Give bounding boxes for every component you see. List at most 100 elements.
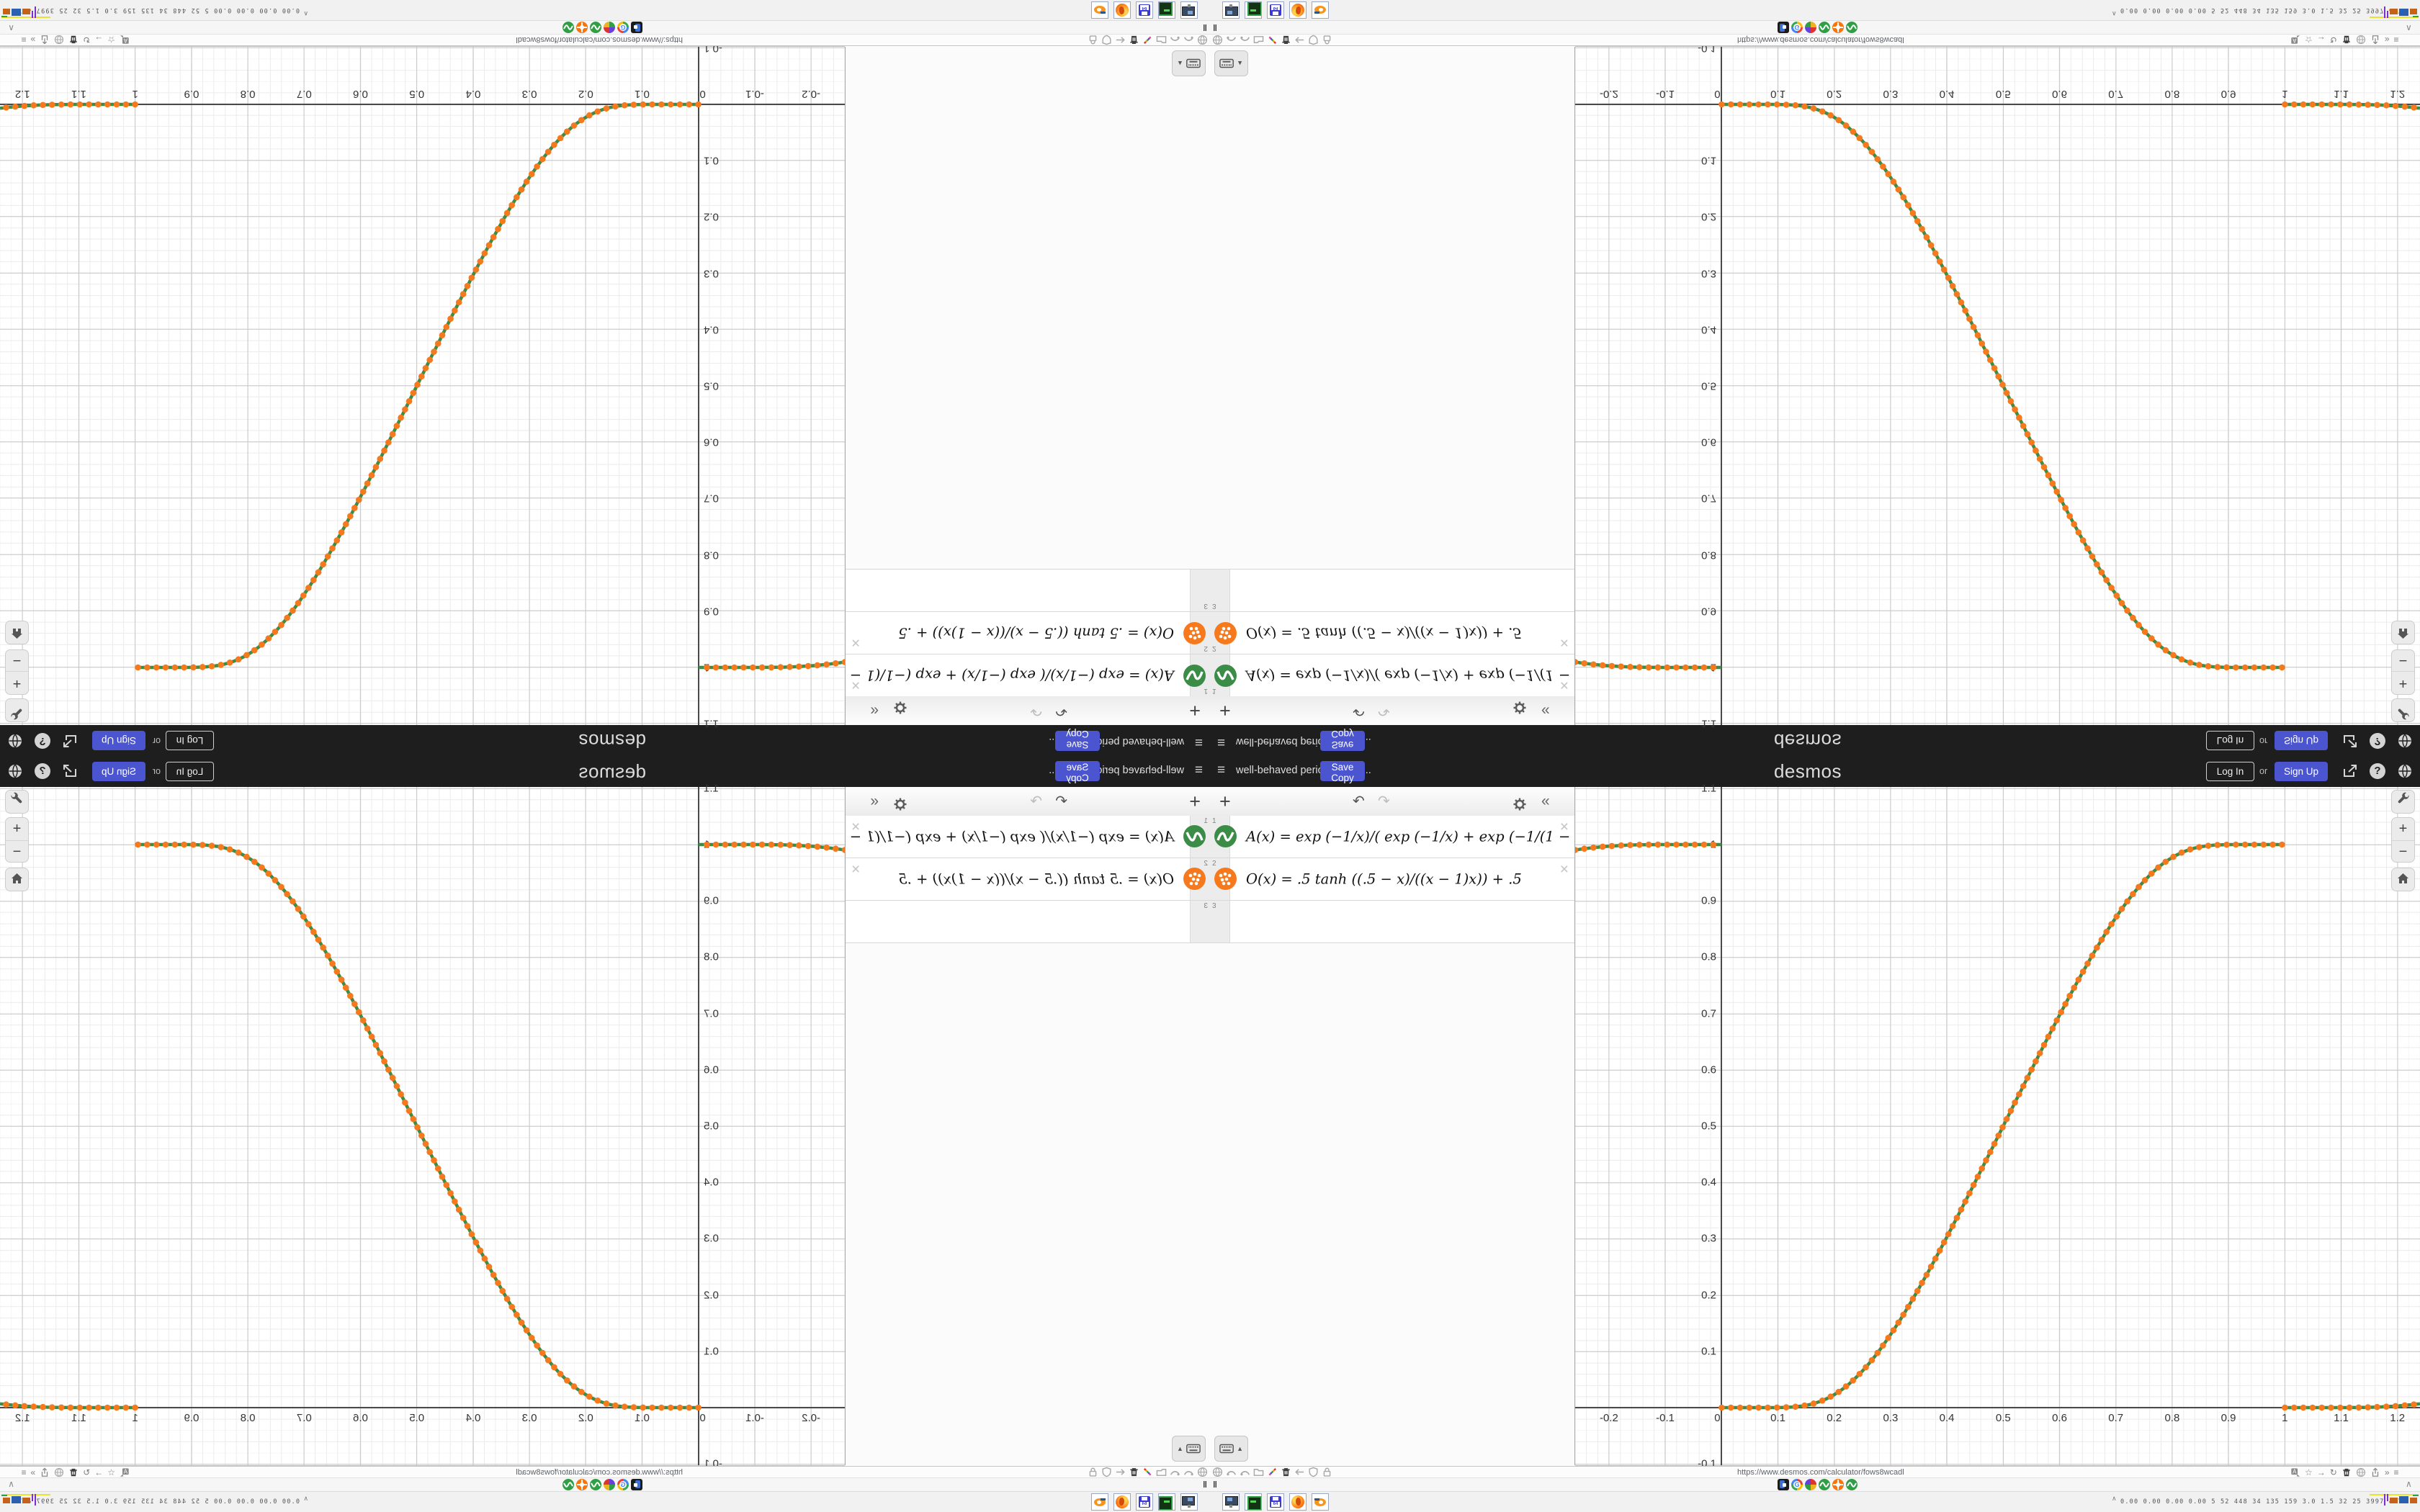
menu-icon[interactable]: ≡ <box>21 35 27 45</box>
sysmon-caret-icon[interactable]: ∧ <box>303 10 308 17</box>
lock-icon[interactable] <box>1322 35 1332 45</box>
menu-icon[interactable]: ≡ <box>21 1467 27 1477</box>
zoom-in-button[interactable]: + <box>2392 818 2414 841</box>
delete-expression-icon[interactable]: × <box>1559 634 1569 651</box>
reload-icon[interactable]: ↻ <box>83 35 91 45</box>
favicon-desmos-green[interactable] <box>1846 1479 1857 1490</box>
edit-list-gear-icon[interactable] <box>1512 794 1527 811</box>
language-globe-icon[interactable] <box>2397 733 2413 749</box>
zoom-out-button[interactable]: − <box>12 844 22 860</box>
folder-icon[interactable] <box>1156 35 1167 45</box>
share-icon[interactable] <box>62 763 78 779</box>
chevrons-right-icon[interactable]: » <box>30 1467 36 1477</box>
favicon-dark-g[interactable] <box>1778 22 1789 33</box>
favicon-gear-orange[interactable] <box>1832 22 1844 33</box>
pause-icon[interactable]: ‖ <box>1213 1480 1217 1490</box>
language-globe-icon[interactable] <box>7 763 23 779</box>
graph-paper[interactable]: -0.2 -0.1 0 0.1 0.2 0.3 0.4 0.5 0.6 0.7 0.8 0.9 1 1.1… <box>0 42 845 730</box>
globe-icon[interactable] <box>1212 35 1223 45</box>
edit-list-gear-icon[interactable] <box>893 701 908 718</box>
help-icon[interactable]: ? <box>2370 733 2385 749</box>
log-in-button[interactable]: Log In <box>166 731 214 750</box>
chevrons-right-icon[interactable]: » <box>2384 1467 2390 1477</box>
globe-icon[interactable] <box>54 1467 64 1477</box>
expression-row[interactable]: 1 A(x) = exp (−1/x)/( exp (−1/x) + exp (−… <box>1210 816 1599 858</box>
rocket-icon[interactable] <box>1142 1467 1153 1477</box>
launcher-system-settings[interactable] <box>1180 1 1198 19</box>
trash-icon[interactable] <box>68 35 79 45</box>
trash-icon[interactable] <box>1281 1467 1291 1477</box>
log-in-button[interactable]: Log In <box>2206 762 2254 781</box>
favicon-google[interactable]: G <box>617 1479 629 1490</box>
arrow-left-icon[interactable] <box>1115 35 1126 45</box>
chevrons-right-icon[interactable]: » <box>2384 35 2390 45</box>
expression-row[interactable]: 1 A(x) = exp (−1/x)/( exp (−1/x) + exp (−… <box>821 654 1210 696</box>
star-icon[interactable]: ☆ <box>2305 35 2313 45</box>
collapse-panel-icon[interactable]: « <box>870 703 879 719</box>
launcher-blender[interactable] <box>1091 1 1108 19</box>
sysmon-caret-icon[interactable]: ∧ <box>303 1495 308 1502</box>
save-copy-button[interactable]: Save Copy <box>1320 729 1365 751</box>
favicon-desmos-green[interactable] <box>563 1479 574 1490</box>
undo-icon[interactable]: ↶ <box>1055 703 1067 719</box>
expression-latex[interactable]: O(x) = .5 tanh ((.5 − x)/((x − 1)x)) + .… <box>898 870 1174 888</box>
dotted-style-curve-icon[interactable] <box>1183 622 1206 644</box>
graph-paper[interactable]: -0.2 -0.1 0 0.1 0.2 0.3 0.4 0.5 0.6 0.7 0.8 0.9 1 1.1… <box>0 782 845 1470</box>
chevrons-right-icon[interactable]: » <box>30 35 36 45</box>
launcher-firefox[interactable] <box>1289 1493 1307 1511</box>
share-up-icon[interactable] <box>2370 35 2380 45</box>
pause-icon[interactable]: ‖ <box>1213 22 1217 32</box>
expression-row[interactable]: 2 O(x) = .5 tanh ((.5 − x)/((x − 1)x)) + … <box>1210 858 1574 901</box>
launcher-firefox[interactable] <box>1113 1 1131 19</box>
save-copy-button[interactable]: Save Copy <box>1320 761 1365 783</box>
expression-latex[interactable]: O(x) = .5 tanh ((.5 − x)/((x − 1)x)) + .… <box>898 624 1174 642</box>
launcher-firefox[interactable] <box>1289 1 1307 19</box>
add-expression-icon[interactable]: + <box>1219 700 1231 721</box>
share-up-icon[interactable] <box>40 35 50 45</box>
launcher-system-settings[interactable] <box>1222 1493 1240 1511</box>
favicon-pie[interactable] <box>1805 1479 1816 1490</box>
keyboard-toggle-button[interactable]: ▲ <box>1172 50 1206 76</box>
favicon-desmos-green[interactable] <box>1819 22 1830 33</box>
redo-icon[interactable]: ↷ <box>1378 703 1390 719</box>
expression-row[interactable]: 3 <box>1210 569 1574 611</box>
graph-settings-wrench-button[interactable] <box>5 698 29 722</box>
launcher-terminal-green[interactable] <box>1245 1 1262 19</box>
gauge-icon[interactable] <box>1170 35 1180 45</box>
favicon-gear-orange[interactable] <box>576 1479 588 1490</box>
gauge-icon[interactable] <box>1183 35 1194 45</box>
shield-icon[interactable] <box>1308 1467 1319 1477</box>
help-icon[interactable]: ? <box>2370 763 2385 779</box>
menu-icon[interactable]: ≡ <box>2393 35 2399 45</box>
favicon-pie[interactable] <box>1805 22 1816 33</box>
arrow-left-icon[interactable] <box>1115 1467 1126 1477</box>
launcher-dos-64[interactable]: 64 <box>1136 1 1153 19</box>
edit-list-gear-icon[interactable] <box>1512 701 1527 718</box>
arrow-right-icon[interactable]: → <box>2316 1467 2326 1477</box>
favicon-dark-g[interactable] <box>1778 1479 1789 1490</box>
shield-icon[interactable] <box>1308 35 1319 45</box>
favicon-pie[interactable] <box>604 1479 615 1490</box>
favicon-gear-orange[interactable] <box>1832 1479 1844 1490</box>
zoom-in-button[interactable]: + <box>6 671 28 694</box>
menu-icon[interactable]: ≡ <box>1195 734 1203 750</box>
reload-icon[interactable]: ↻ <box>2329 35 2337 45</box>
trash-icon[interactable] <box>1281 35 1291 45</box>
arrow-right-icon[interactable]: → <box>94 1467 104 1477</box>
globe-icon[interactable] <box>2356 1467 2366 1477</box>
expression-latex[interactable]: A(x) = exp (−1/x)/( exp (−1/x) + exp (−1… <box>1246 667 1600 684</box>
collapse-panel-icon[interactable]: « <box>870 793 879 809</box>
favicon-desmos-green[interactable] <box>590 1479 601 1490</box>
language-globe-icon[interactable] <box>7 733 23 749</box>
launcher-blender[interactable] <box>1312 1493 1329 1511</box>
globe-icon[interactable] <box>1197 35 1208 45</box>
trash-icon[interactable] <box>68 1467 79 1477</box>
save-copy-button[interactable]: Save Copy <box>1055 761 1100 783</box>
zoom-in-button[interactable]: + <box>6 818 28 841</box>
favicon-desmos-green[interactable] <box>590 22 601 33</box>
rocket-icon[interactable] <box>1142 35 1153 45</box>
share-icon[interactable] <box>2342 733 2358 749</box>
menu-icon[interactable]: ≡ <box>1217 734 1225 750</box>
share-icon[interactable] <box>2342 763 2358 779</box>
edit-list-gear-icon[interactable] <box>893 794 908 811</box>
